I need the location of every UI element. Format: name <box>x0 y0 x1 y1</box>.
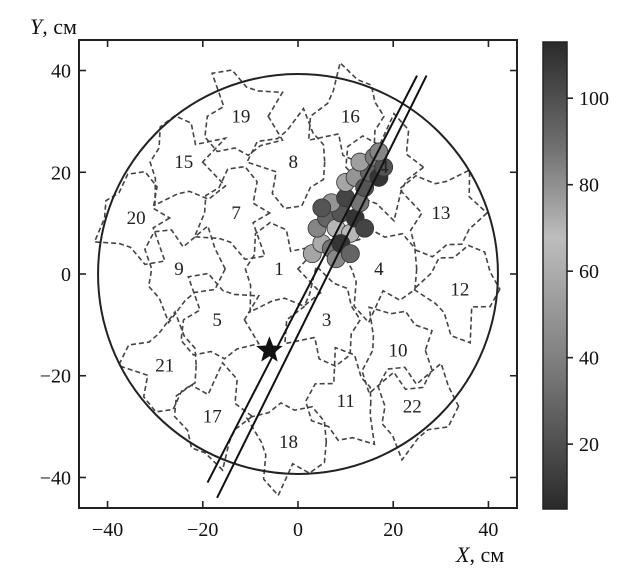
x-tick-label: 40 <box>478 519 498 541</box>
y-tick-label: 20 <box>51 162 71 184</box>
cluster-outline <box>336 228 418 324</box>
axis-ticks: −40 −20 0 20 40 −40 −20 0 20 40 <box>40 40 517 541</box>
cluster-label: 9 <box>174 259 184 280</box>
cluster-outline <box>377 361 460 462</box>
cluster-outline <box>412 244 501 345</box>
colorbar-ticks: 20 40 60 80 100 <box>567 88 609 456</box>
y-tick-label: 40 <box>51 61 71 83</box>
colorbar: 20 40 60 80 100 <box>542 41 609 510</box>
cluster-label: 18 <box>279 432 298 453</box>
cluster-label: 12 <box>450 279 469 300</box>
cluster-label: 10 <box>388 340 407 361</box>
hit-marker <box>340 244 360 264</box>
x-tick-label: −20 <box>187 519 218 541</box>
colorbar-tick-label: 40 <box>579 348 599 370</box>
cluster-outline <box>117 310 198 413</box>
cluster-label: 5 <box>212 310 222 331</box>
cluster-outline <box>93 170 172 266</box>
cluster-outline <box>149 114 228 207</box>
y-tick-label: 0 <box>61 264 71 286</box>
cluster-outline <box>245 401 328 497</box>
colorbar-tick-label: 80 <box>579 175 599 197</box>
cluster-outline <box>361 306 434 395</box>
x-tick-label: −40 <box>92 519 123 541</box>
track-line <box>206 75 418 484</box>
cluster-outline <box>304 346 376 446</box>
hit-marker <box>355 218 375 238</box>
cluster-label: 17 <box>203 406 222 427</box>
x-axis-title: X, см <box>455 542 504 567</box>
cluster-label: 20 <box>127 208 146 229</box>
colorbar-tick-label: 20 <box>579 434 599 456</box>
cluster-outline <box>144 224 227 325</box>
cluster-label: 15 <box>174 152 193 173</box>
cluster-outline <box>345 112 425 223</box>
cluster-label: 7 <box>231 203 241 224</box>
x-tick-label: 0 <box>293 519 303 541</box>
cluster-label: 3 <box>322 310 332 331</box>
colorbar-tick-label: 60 <box>579 261 599 283</box>
event-source <box>256 336 283 362</box>
cluster-label: 11 <box>336 391 354 412</box>
cluster-outline <box>193 165 272 261</box>
cluster-label: 19 <box>231 106 250 127</box>
hit-marker <box>312 198 332 218</box>
cluster-label: 8 <box>288 152 298 173</box>
source-star-icon <box>256 336 283 362</box>
cluster-label: 1 <box>274 259 284 280</box>
cluster-outline <box>244 221 323 314</box>
cluster-label: 21 <box>155 356 174 377</box>
track-lines <box>206 75 428 499</box>
cluster-outline <box>204 69 284 157</box>
cluster-label: 22 <box>403 396 422 417</box>
detector-boundary <box>97 73 499 475</box>
y-tick-label: −20 <box>40 366 71 388</box>
cluster-label: 13 <box>431 203 450 224</box>
cluster-label: 16 <box>341 106 360 127</box>
plot-area-frame <box>78 39 518 509</box>
cluster-outline <box>245 106 326 210</box>
cluster-outline <box>180 272 261 360</box>
cluster-outlines <box>93 61 501 497</box>
colorbar-gradient <box>542 41 568 510</box>
x-tick-label: 20 <box>383 519 403 541</box>
cluster-label: 4 <box>379 157 389 178</box>
y-axis-title: Y, см <box>30 14 77 39</box>
cluster-label: 4 <box>374 259 384 280</box>
cluster-outline <box>284 264 362 368</box>
y-tick-label: −40 <box>40 467 71 489</box>
cluster-outline <box>173 361 254 472</box>
colorbar-tick-label: 100 <box>579 88 609 110</box>
track-line <box>216 75 428 499</box>
